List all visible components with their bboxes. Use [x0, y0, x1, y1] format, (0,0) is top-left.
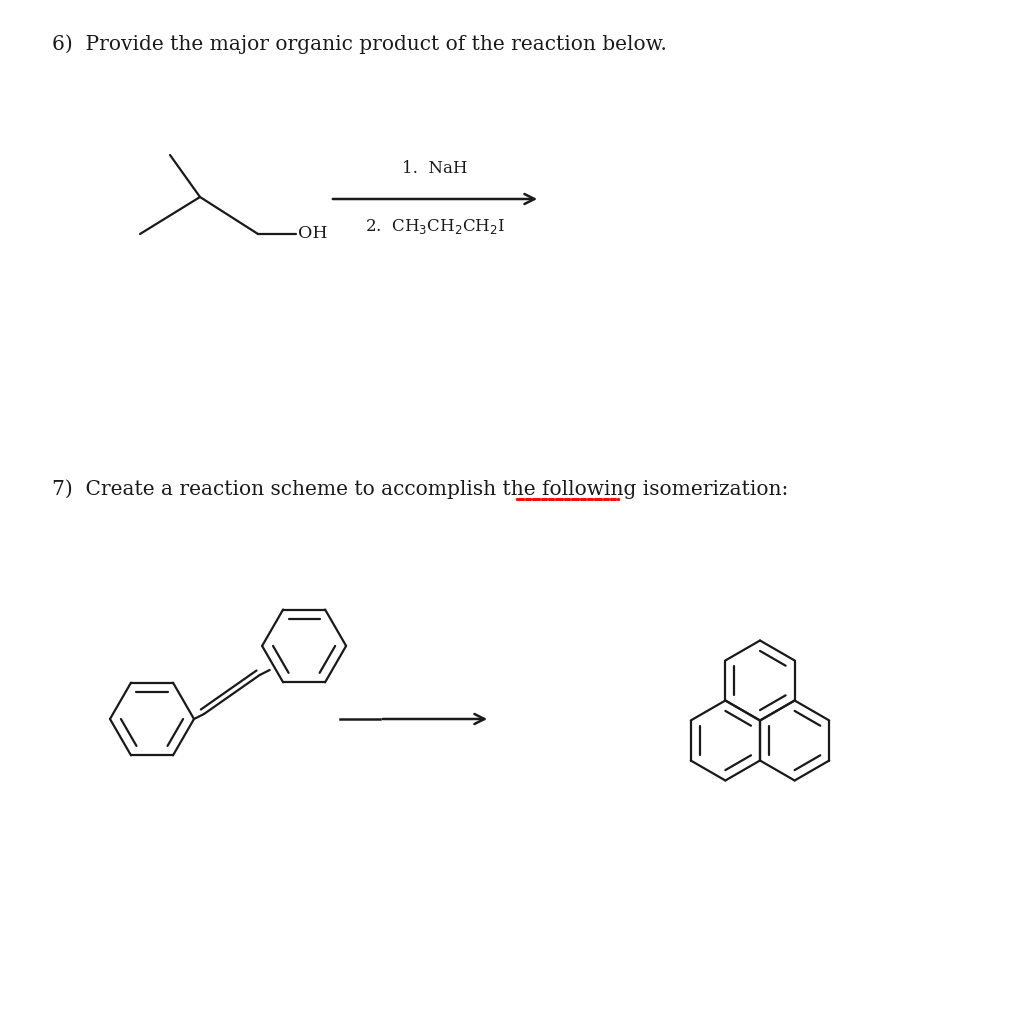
Text: 2.  CH$_3$CH$_2$CH$_2$I: 2. CH$_3$CH$_2$CH$_2$I — [365, 217, 505, 236]
Text: 6)  Provide the major organic product of the reaction below.: 6) Provide the major organic product of … — [52, 34, 667, 53]
Text: 1.  NaH: 1. NaH — [402, 160, 468, 177]
Text: 7)  Create a reaction scheme to accomplish the following isomerization:: 7) Create a reaction scheme to accomplis… — [52, 479, 788, 498]
Text: OH: OH — [298, 224, 328, 241]
